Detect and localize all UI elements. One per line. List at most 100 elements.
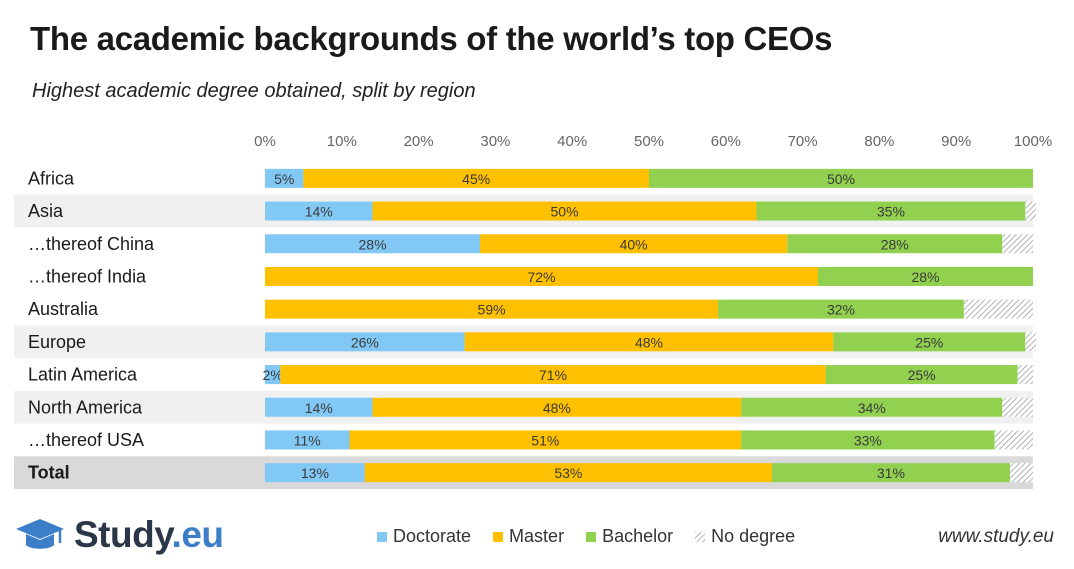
bar-segment-doctorate [265,365,281,385]
x-tick-label: 20% [404,133,434,150]
data-label-doctorate: 5% [274,171,294,187]
chart-title: The academic backgrounds of the world’s … [30,20,833,57]
row-label: Asia [28,201,64,221]
bar-segment-master [372,201,757,221]
data-label-master: 72% [527,269,555,285]
bar-segment-bachelor [817,266,1033,286]
bar-segment-doctorate [265,234,481,254]
bar-segment-no-degree [994,430,1033,450]
x-tick-label: 60% [711,133,741,150]
data-label-bachelor: 50% [827,171,855,187]
legend-item-bachelor: Bachelor [586,526,673,547]
legend: Doctorate Master Bachelor No degree [377,526,817,547]
row-label: North America [28,397,143,417]
row-label: …thereof India [28,266,147,286]
bar-segment-doctorate [265,397,373,417]
data-label-doctorate: 13% [301,465,329,481]
data-label-doctorate: 11% [294,432,321,448]
bar-segment-no-degree [1009,463,1033,483]
bar-segment-master [372,397,742,417]
bar-segment-no-degree [1002,397,1033,417]
stacked-bar-chart: 0% 10% 20% 30% 40% 50% 60% 70% 80% 90% 100% Africa… [14,133,1052,489]
bar-segment-master [303,168,649,188]
data-label-bachelor: 32% [827,302,855,318]
legend-swatch-master [493,531,504,542]
bar-segment-bachelor [756,201,1026,221]
x-tick-label: 100% [1014,133,1052,150]
row-label: Latin America [28,365,138,385]
data-label-bachelor: 25% [908,367,936,383]
row-label: Africa [28,168,75,188]
data-label-master: 40% [620,236,648,252]
logo-text-tld: .eu [171,514,224,555]
bar-segment-master [349,430,742,450]
data-label-master: 45% [462,171,490,187]
bar-segment-bachelor [771,463,1010,483]
x-tick-label: 10% [327,133,357,150]
x-tick-label: 30% [480,133,510,150]
bar-segment-doctorate [265,201,373,221]
bar-segment-master [364,463,772,483]
data-label-bachelor: 34% [858,400,886,416]
data-label-doctorate: 14% [305,204,333,220]
data-label-bachelor: 33% [854,432,882,448]
x-tick-label: 80% [864,133,894,150]
bar-segment-master [280,365,826,385]
data-label-master: 48% [543,400,571,416]
x-tick-label: 90% [941,133,971,150]
website-link[interactable]: www.study.eu [938,526,1054,547]
bar-segment-doctorate [265,332,465,352]
data-label-master: 51% [531,432,559,448]
data-label-master: 50% [551,204,579,220]
data-label-master: 53% [554,465,582,481]
bar-segment-no-degree [963,299,1033,319]
data-label-doctorate: 2% [263,367,283,383]
row-label: Europe [28,332,86,352]
legend-item-no-degree: No degree [695,526,795,547]
logo-text-main: Study [74,514,172,555]
row-label: …thereof China [28,234,155,254]
legend-label-master: Master [509,526,565,546]
bar-segment-master [265,266,818,286]
data-label-bachelor: 28% [911,269,939,285]
data-label-doctorate: 14% [305,400,333,416]
legend-label-no-degree: No degree [711,526,796,546]
legend-label-doctorate: Doctorate [393,526,472,546]
legend-swatch-bachelor [586,531,597,542]
data-label-bachelor: 35% [877,204,905,220]
legend-label-bachelor: Bachelor [602,526,674,546]
bar-segment-master [464,332,834,352]
x-tick-label: 50% [634,133,664,150]
study-eu-logo[interactable]: Study.eu [14,514,224,556]
row-label: Total [28,463,70,483]
bar-segment-bachelor [825,365,1018,385]
chart-subtitle: Highest academic degree obtained, split … [32,80,476,102]
graduation-cap-icon [16,519,64,549]
bar-segment-bachelor [833,332,1026,352]
bar-segment-bachelor [741,430,995,450]
row-label: …thereof USA [28,430,144,450]
bar-segment-no-degree [1025,332,1037,352]
x-tick-label: 70% [788,133,818,150]
data-label-master: 71% [539,367,567,383]
x-tick-label: 0% [254,133,276,150]
data-label-doctorate: 26% [351,334,379,350]
legend-item-doctorate: Doctorate [377,526,471,547]
bar-segment-bachelor [787,234,1003,254]
bar-segment-no-degree [1002,234,1033,254]
x-tick-label: 40% [557,133,587,150]
bar-segment-bachelor [649,168,1033,188]
legend-item-master: Master [493,526,564,547]
bar-segment-doctorate [265,168,304,188]
data-label-bachelor: 28% [881,236,909,252]
legend-swatch-no-degree [695,531,706,542]
data-label-bachelor: 25% [915,334,943,350]
bar-segment-bachelor [718,299,964,319]
data-label-bachelor: 31% [877,465,905,481]
bar-segment-master [265,299,719,319]
bar-segment-no-degree [1017,365,1033,385]
row-label: Australia [28,299,99,319]
bar-segment-bachelor [741,397,1003,417]
bar-segment-doctorate [265,430,350,450]
data-label-doctorate: 28% [359,236,387,252]
